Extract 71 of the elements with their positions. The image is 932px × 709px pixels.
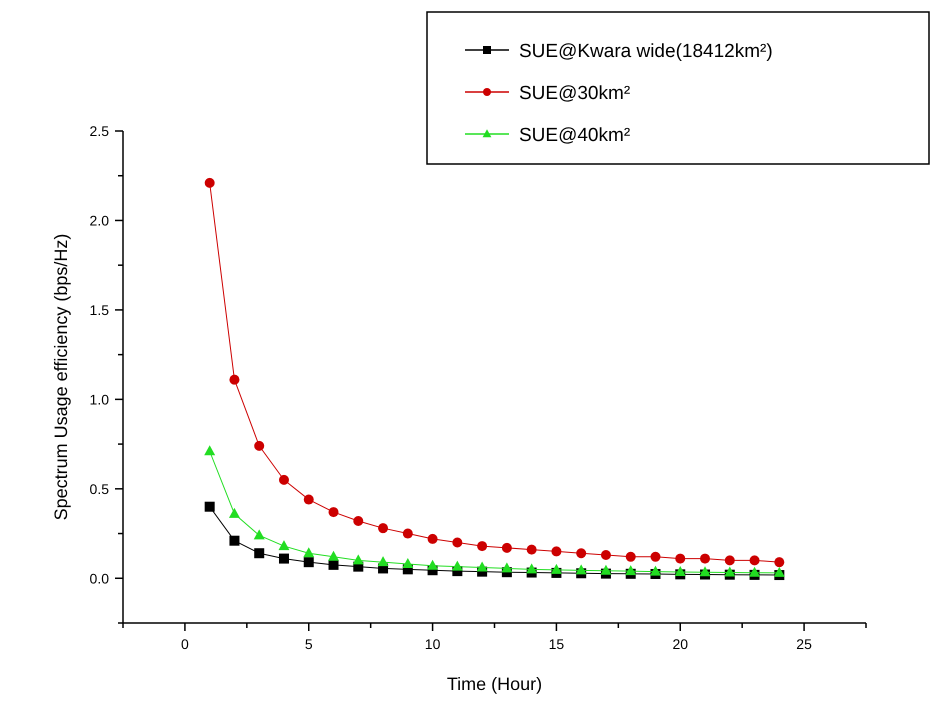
point <box>428 534 438 544</box>
point <box>526 544 537 555</box>
legend-label: SUE@Kwara wide(18412km²) <box>519 41 773 62</box>
point <box>378 556 389 566</box>
point <box>378 523 388 534</box>
point <box>204 445 216 456</box>
point <box>774 566 785 577</box>
point <box>353 516 364 526</box>
x-tick-label: 15 <box>548 636 564 652</box>
point <box>328 550 340 561</box>
point <box>675 554 686 564</box>
point <box>576 564 587 574</box>
x-axis-title: Time (Hour) <box>446 674 542 694</box>
point <box>724 566 736 577</box>
point <box>650 552 660 562</box>
point <box>626 552 636 562</box>
point <box>278 554 289 564</box>
y-tick-label: 1.0 <box>90 391 110 408</box>
point <box>477 541 488 552</box>
legend-label: SUE@40km² <box>519 125 630 146</box>
y-axis-title: Spectrum Usage efficiency (bps/Hz) <box>51 234 71 520</box>
point <box>674 566 686 576</box>
x-tick-label: 20 <box>672 636 688 652</box>
point <box>600 550 611 560</box>
point <box>228 508 240 518</box>
point <box>700 554 710 564</box>
point <box>328 507 339 518</box>
point <box>254 529 265 540</box>
point <box>229 374 240 385</box>
point <box>278 540 290 550</box>
point <box>427 560 438 570</box>
point <box>476 562 488 572</box>
point <box>501 562 512 572</box>
y-tick-label: 0.0 <box>90 570 110 586</box>
x-tick-label: 25 <box>796 636 812 652</box>
point <box>328 560 339 570</box>
y-tick-label: 1.5 <box>90 302 110 318</box>
point <box>502 542 512 553</box>
point <box>550 564 562 574</box>
point <box>352 554 364 564</box>
y-tick-label: 0.5 <box>90 480 110 497</box>
point <box>724 555 735 566</box>
point <box>452 537 462 548</box>
point <box>526 563 538 574</box>
point <box>402 528 413 539</box>
point <box>750 555 760 566</box>
y-tick-label: 2.5 <box>90 123 110 139</box>
point <box>625 565 636 576</box>
point <box>749 566 760 577</box>
point <box>278 474 289 485</box>
point <box>650 566 661 576</box>
point <box>402 558 414 568</box>
point <box>700 566 711 576</box>
point <box>304 494 314 505</box>
y-tick-label: 2.0 <box>90 212 110 228</box>
point <box>204 502 215 512</box>
point <box>551 546 562 556</box>
point <box>576 548 586 558</box>
x-tick-label: 5 <box>304 636 313 652</box>
point <box>204 178 215 188</box>
point <box>254 548 264 558</box>
point <box>600 564 612 575</box>
x-tick-label: 10 <box>424 636 441 652</box>
point <box>229 536 240 546</box>
point <box>304 557 314 568</box>
x-tick-label: 0 <box>181 636 190 652</box>
legend-label: SUE@30km² <box>519 83 630 104</box>
point <box>254 440 264 451</box>
point <box>303 547 314 558</box>
point <box>774 557 784 568</box>
point <box>452 560 463 571</box>
